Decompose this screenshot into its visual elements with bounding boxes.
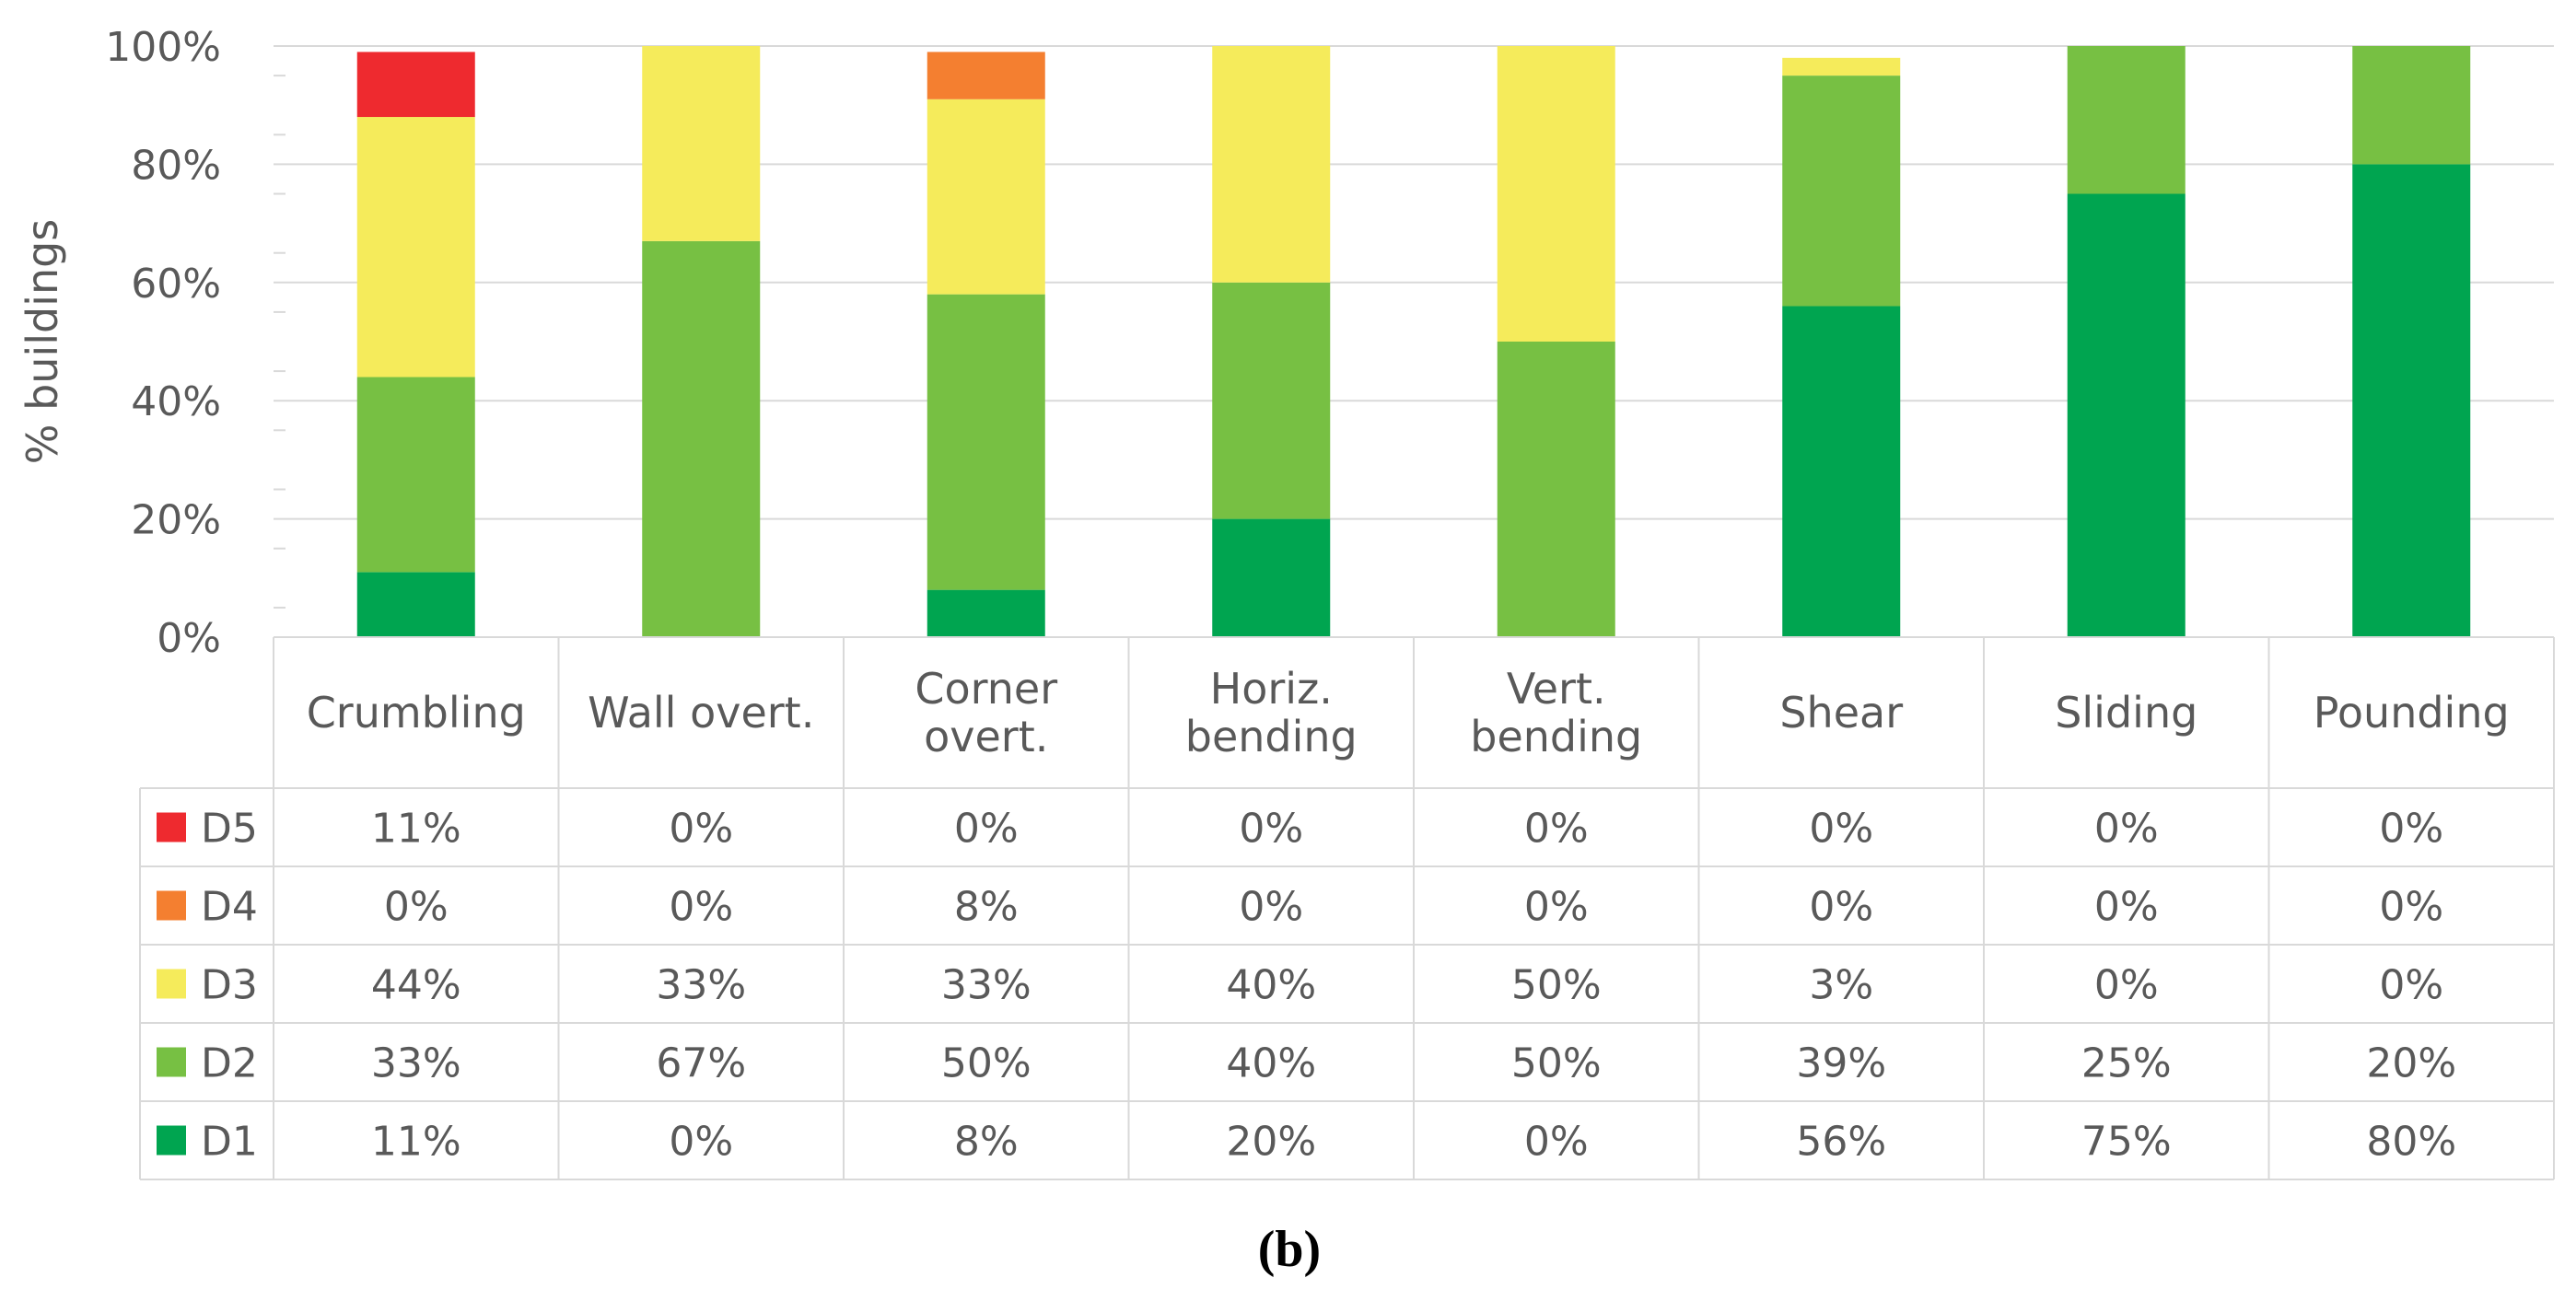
data-label-d1-shear: 56% <box>1796 1119 1886 1166</box>
category-label-crumbling: Crumbling <box>307 688 526 738</box>
legend-key-d4 <box>157 890 186 921</box>
data-label-d5-crumbling: 11% <box>371 806 461 853</box>
data-label-d1-vert-bending: 0% <box>1524 1119 1589 1166</box>
bar-d2-wall-overt <box>642 240 761 637</box>
data-label-d3-corner-overt: 33% <box>941 962 1032 1009</box>
data-label-d5-vert-bending: 0% <box>1524 806 1589 853</box>
data-label-d2-vert-bending: 50% <box>1511 1040 1602 1087</box>
data-label-d5-wall-overt: 0% <box>669 806 733 853</box>
panel-label: (b) <box>1258 1221 1321 1278</box>
data-table: Crumbling Wall overt. Cornerovert.Horiz.be… <box>139 636 2555 1180</box>
data-label-d3-sliding: 0% <box>2094 962 2159 1009</box>
data-label-d4-crumbling: 0% <box>384 884 449 931</box>
category-label-vert-bending: bending <box>1470 712 1642 761</box>
data-label-d4-sliding: 0% <box>2094 884 2159 931</box>
data-label-d4-vert-bending: 0% <box>1524 884 1589 931</box>
row-label-d4: D4 <box>201 884 258 931</box>
data-label-d1-corner-overt: 8% <box>954 1119 1019 1166</box>
bar-d2-crumbling <box>356 377 475 573</box>
category-label-vert-bending: Vert. <box>1507 664 1606 714</box>
bar-d3-shear <box>1782 57 1901 76</box>
data-label-d2-corner-overt: 50% <box>941 1040 1032 1087</box>
y-tick-label: 0% <box>157 615 221 662</box>
row-label-d5: D5 <box>201 806 258 853</box>
data-label-d2-wall-overt: 67% <box>656 1040 746 1087</box>
data-label-d4-shear: 0% <box>1809 884 1873 931</box>
data-label-d2-horiz-bending: 40% <box>1226 1040 1316 1087</box>
category-label-wall-overt: Wall overt. <box>588 688 814 738</box>
bar-d3-vert-bending <box>1497 46 1615 342</box>
bar-d1-corner-overt <box>927 589 1045 637</box>
bar-d3-corner-overt <box>927 99 1045 295</box>
data-label-d4-wall-overt: 0% <box>669 884 733 931</box>
bar-d2-vert-bending <box>1497 342 1615 637</box>
bar-d4-corner-overt <box>927 52 1045 99</box>
data-label-d1-horiz-bending: 20% <box>1226 1119 1316 1166</box>
y-tick-label: 80% <box>131 142 221 189</box>
data-label-d4-corner-overt: 8% <box>954 884 1019 931</box>
row-label-d2: D2 <box>201 1040 258 1087</box>
gridlines <box>274 45 2554 520</box>
y-tick-label: 20% <box>131 497 221 544</box>
category-label-pounding: Pounding <box>2314 688 2510 738</box>
y-tick-label: 60% <box>131 261 221 308</box>
data-label-d1-crumbling: 11% <box>371 1119 461 1166</box>
row-label-d1: D1 <box>201 1119 258 1166</box>
data-label-d4-horiz-bending: 0% <box>1239 884 1303 931</box>
data-label-d3-wall-overt: 33% <box>656 962 746 1009</box>
bar-d1-sliding <box>2067 193 2186 637</box>
bar-d3-crumbling <box>356 117 475 378</box>
row-label-d3: D3 <box>201 962 258 1009</box>
category-label-sliding: Sliding <box>2055 688 2197 738</box>
data-label-d4-pounding: 0% <box>2379 884 2443 931</box>
category-label-horiz-bending: Horiz. <box>1210 664 1333 714</box>
data-label-d2-pounding: 20% <box>2366 1040 2456 1087</box>
legend-key-d2 <box>157 1047 186 1077</box>
y-tick-label: 40% <box>131 378 221 425</box>
data-label-d3-pounding: 0% <box>2379 962 2443 1009</box>
bar-d2-corner-overt <box>927 294 1045 590</box>
data-label-d3-horiz-bending: 40% <box>1226 962 1316 1009</box>
data-label-d3-vert-bending: 50% <box>1511 962 1602 1009</box>
bar-d2-pounding <box>2352 46 2471 165</box>
bar-d2-horiz-bending <box>1212 282 1331 519</box>
y-tick-label: 100% <box>105 24 221 71</box>
y-axis-label: % buildings <box>17 219 67 465</box>
legend-key-d1 <box>157 1125 186 1156</box>
category-label-shear: Shear <box>1779 688 1903 738</box>
data-label-d5-sliding: 0% <box>2094 806 2159 853</box>
bars <box>356 46 2471 637</box>
data-label-d2-shear: 39% <box>1796 1040 1886 1087</box>
data-label-d1-sliding: 75% <box>2081 1119 2172 1166</box>
bar-d5-crumbling <box>356 52 475 118</box>
bar-d1-crumbling <box>356 572 475 637</box>
data-label-d5-pounding: 0% <box>2379 806 2443 853</box>
data-label-d5-corner-overt: 0% <box>954 806 1019 853</box>
data-label-d5-shear: 0% <box>1809 806 1873 853</box>
bar-d3-horiz-bending <box>1212 46 1331 283</box>
data-label-d5-horiz-bending: 0% <box>1239 806 1303 853</box>
bar-d2-shear <box>1782 76 1901 307</box>
data-label-d3-crumbling: 44% <box>371 962 461 1009</box>
category-label-horiz-bending: bending <box>1185 712 1358 761</box>
legend-key-d3 <box>157 969 186 999</box>
bar-d1-shear <box>1782 306 1901 637</box>
data-label-d3-shear: 3% <box>1809 962 1873 1009</box>
data-label-d2-sliding: 25% <box>2081 1040 2172 1087</box>
data-label-d2-crumbling: 33% <box>371 1040 461 1087</box>
legend-key-d5 <box>157 812 186 842</box>
bar-d2-sliding <box>2067 46 2186 194</box>
bar-d3-wall-overt <box>642 46 761 241</box>
bar-d1-pounding <box>2352 164 2471 637</box>
category-label-corner-overt: overt. <box>924 712 1048 761</box>
y-axis: 0% 20% 40% 60% 80% 100% % buildings <box>17 24 286 662</box>
bar-d1-horiz-bending <box>1212 518 1331 637</box>
data-label-d1-wall-overt: 0% <box>669 1119 733 1166</box>
category-label-corner-overt: Corner <box>915 664 1057 714</box>
data-label-d1-pounding: 80% <box>2366 1119 2456 1166</box>
